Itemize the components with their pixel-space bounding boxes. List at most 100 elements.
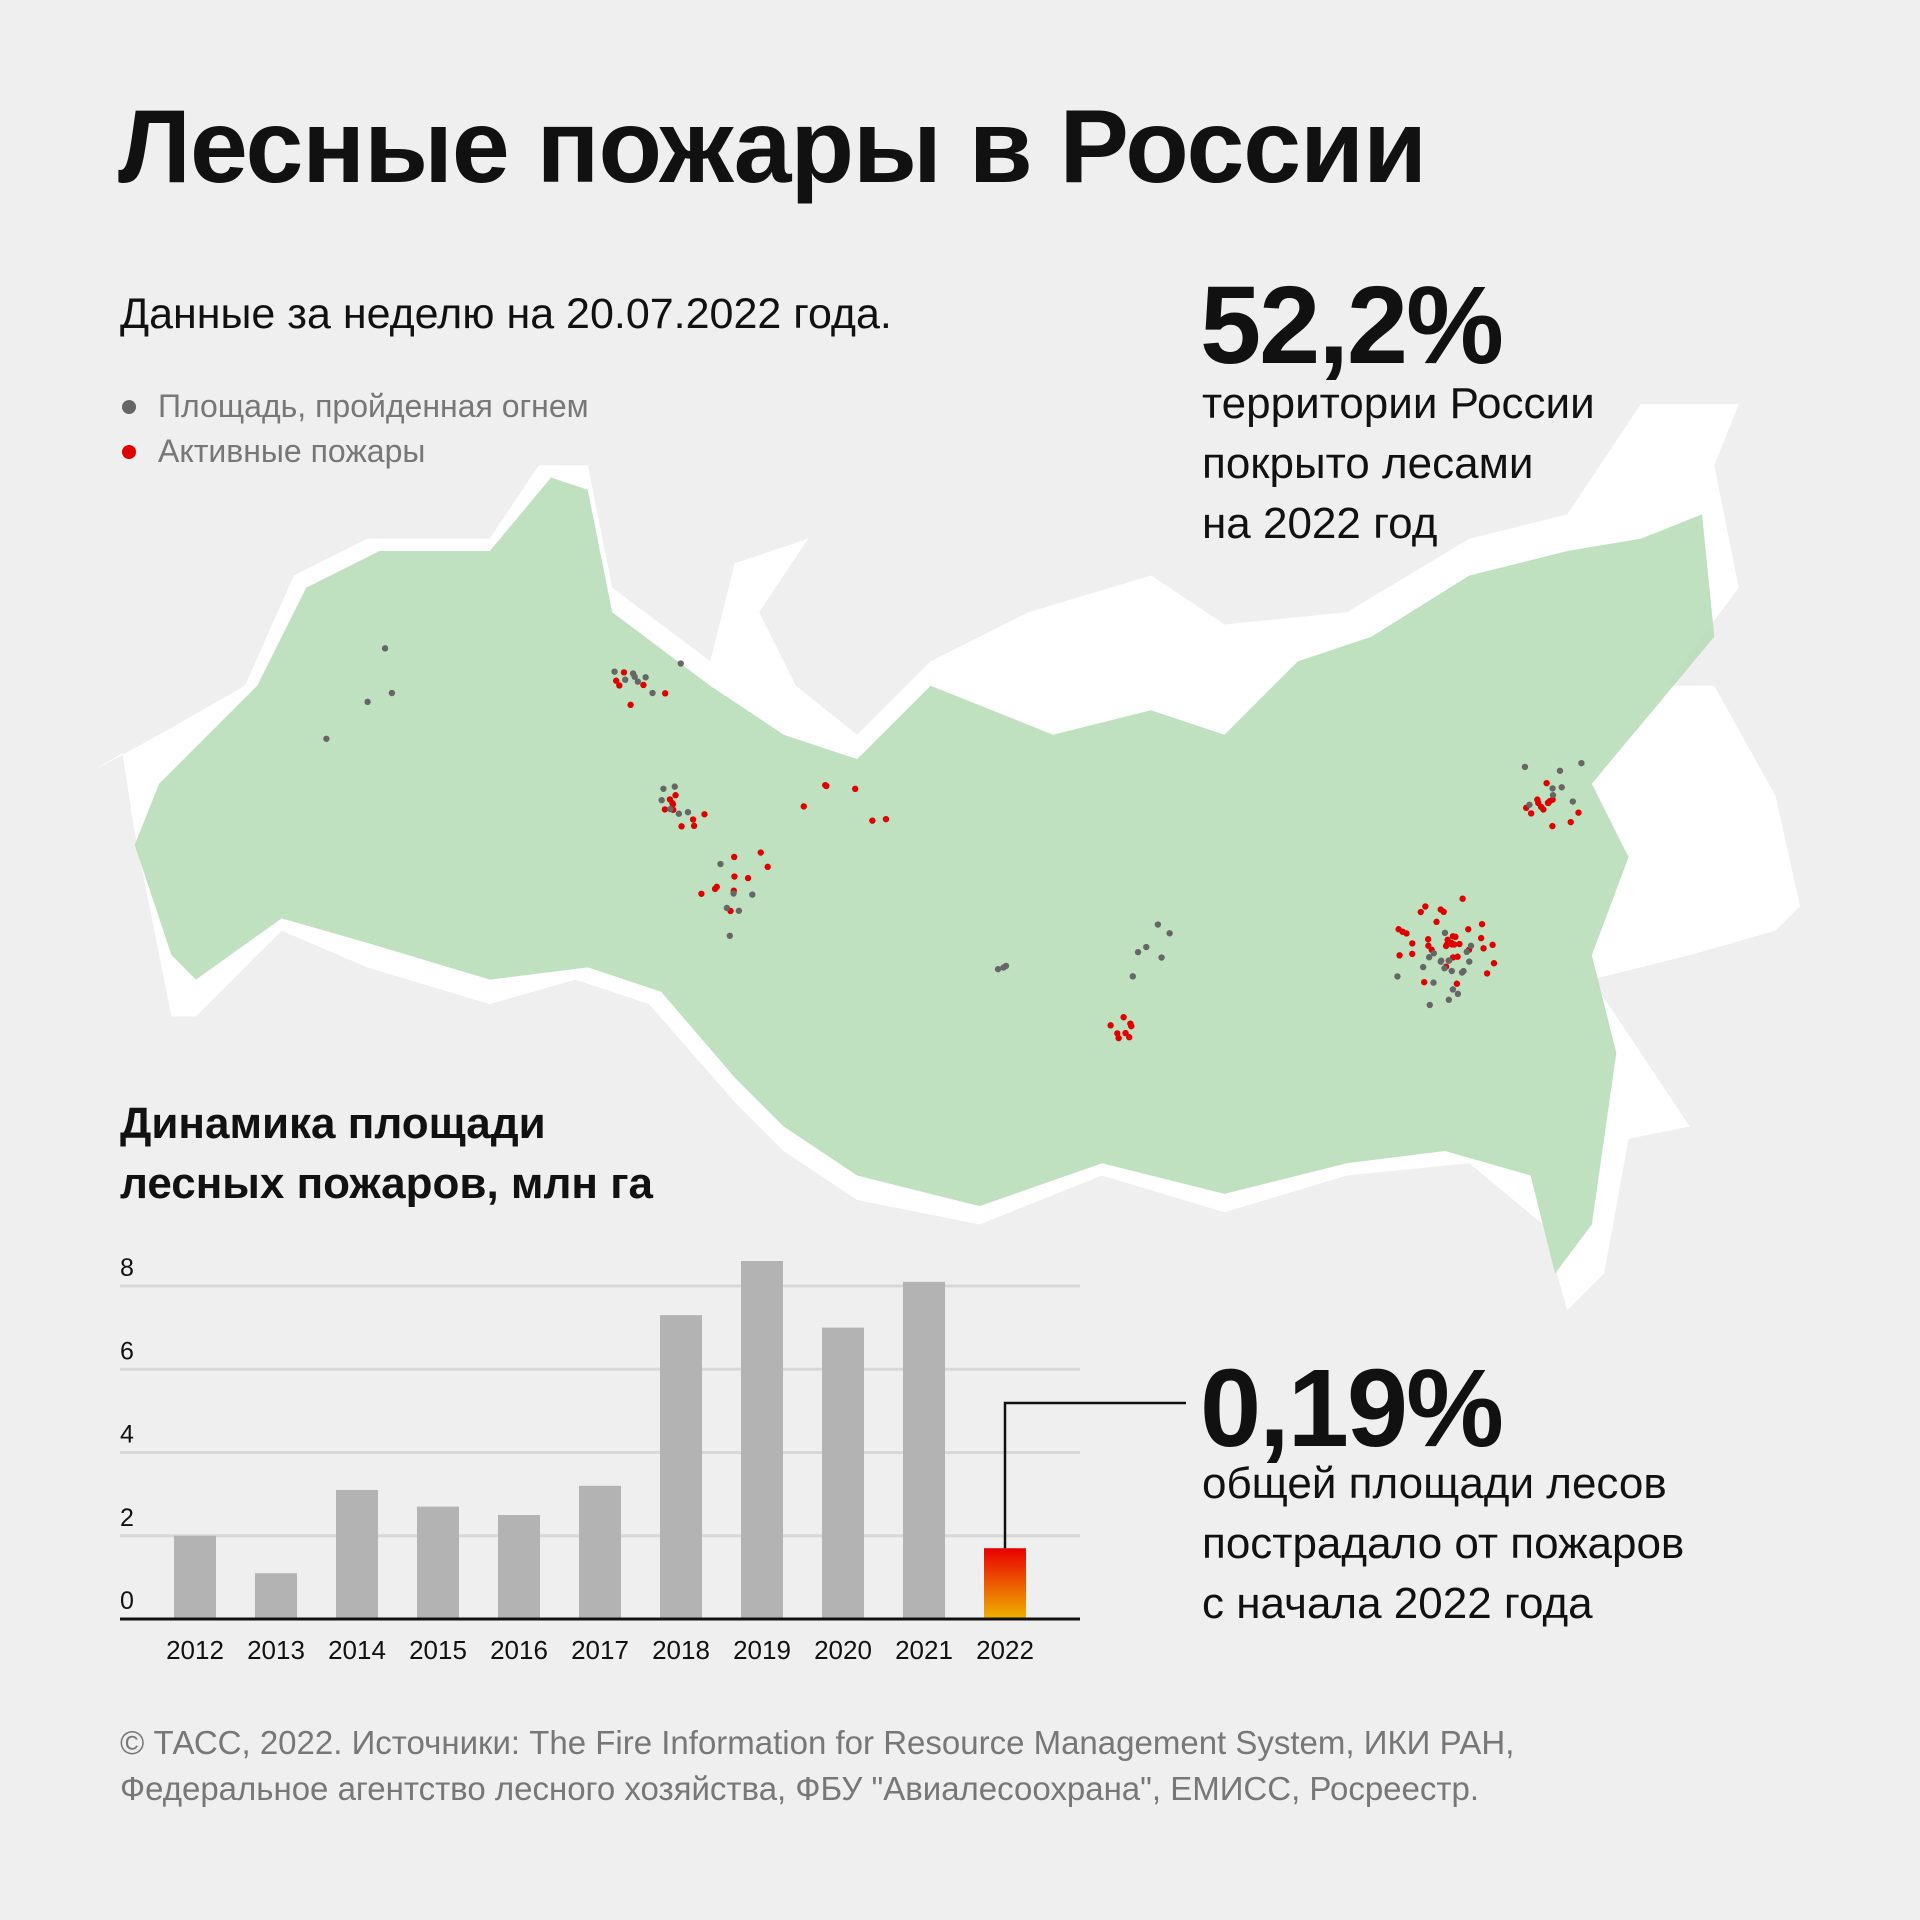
active-fire-dot bbox=[764, 863, 771, 871]
burned-area-dot bbox=[611, 668, 618, 675]
active-fire-dot bbox=[744, 874, 752, 882]
active-fire-dot bbox=[661, 690, 669, 697]
burned-area-dot bbox=[1556, 767, 1564, 774]
active-fire-dot bbox=[800, 803, 807, 810]
active-fire-dot bbox=[1483, 970, 1491, 977]
active-fire-dot bbox=[1409, 950, 1416, 958]
x-tick-label: 2015 bbox=[409, 1635, 467, 1665]
active-fire-dot bbox=[690, 822, 698, 830]
active-fire-dot bbox=[1128, 1022, 1135, 1030]
burned-area-dot bbox=[622, 676, 629, 683]
burned-area-dot bbox=[1438, 957, 1445, 964]
bar-2016 bbox=[498, 1514, 540, 1619]
active-fire-dot bbox=[627, 701, 634, 709]
active-fire-dot bbox=[689, 816, 697, 823]
legend-item-active: Активные пожары bbox=[122, 433, 425, 470]
x-tick-label: 2017 bbox=[571, 1635, 629, 1665]
active-fire-dot bbox=[1421, 978, 1428, 986]
forest-description: территории России покрыто лесами на 2022… bbox=[1202, 374, 1595, 554]
active-fire-dot bbox=[757, 849, 764, 856]
active-fire-dot bbox=[1449, 933, 1457, 940]
burned-area-dot bbox=[1158, 954, 1165, 961]
burned-area-dot bbox=[1445, 957, 1453, 964]
bar-2022 bbox=[984, 1548, 1026, 1619]
burned-area-dot bbox=[1394, 973, 1401, 980]
burned-area-dot bbox=[1578, 759, 1585, 767]
burned-area-dot bbox=[1166, 930, 1173, 937]
burned-area-dot bbox=[1454, 990, 1462, 998]
active-fire-dot bbox=[640, 681, 647, 689]
burned-area-dot bbox=[1549, 785, 1556, 792]
desc-line: на 2022 год bbox=[1202, 499, 1438, 548]
chart-title-line: лесных пожаров, млн га bbox=[120, 1159, 654, 1208]
active-fire-dot bbox=[1575, 809, 1582, 816]
active-fire-dot bbox=[713, 883, 720, 891]
y-tick-label: 8 bbox=[120, 1254, 134, 1282]
active-fire-dot bbox=[731, 873, 738, 880]
red-dot-icon bbox=[122, 444, 136, 459]
burned-area-dot bbox=[1449, 986, 1457, 993]
active-fire-dot bbox=[1422, 903, 1429, 910]
bar-2014 bbox=[336, 1489, 378, 1619]
active-fire-dot bbox=[616, 682, 623, 689]
burned-area-dot bbox=[671, 783, 678, 790]
legend-item-burned: Площадь, пройденная огнем bbox=[122, 388, 589, 425]
burned-area-dot bbox=[1426, 1001, 1433, 1009]
bar-2019 bbox=[741, 1261, 783, 1619]
active-fire-dot bbox=[1417, 908, 1424, 916]
active-fire-dot bbox=[1546, 797, 1553, 805]
burned-area-dot bbox=[994, 965, 1002, 973]
x-tick-label: 2019 bbox=[733, 1635, 791, 1665]
active-fire-dot bbox=[822, 781, 829, 789]
active-fire-dot bbox=[882, 815, 890, 823]
burned-area-dot bbox=[1134, 948, 1142, 956]
burned-area-dot bbox=[730, 890, 737, 897]
burned-area-dot bbox=[726, 932, 734, 939]
footer-line: Федеральное агентство лесного хозяйства,… bbox=[120, 1770, 1480, 1807]
active-fire-dot bbox=[1451, 941, 1458, 948]
burned-area-dot bbox=[364, 698, 371, 706]
bar-2021 bbox=[903, 1281, 945, 1619]
burned-area-dot bbox=[1463, 948, 1470, 956]
active-fire-dot bbox=[1480, 945, 1487, 952]
bar-2013 bbox=[255, 1573, 297, 1619]
burned-area-dot bbox=[1419, 963, 1427, 971]
burned-area-dot bbox=[1425, 954, 1433, 961]
callout-connector bbox=[1003, 1401, 1186, 1549]
active-fire-dot bbox=[669, 800, 676, 807]
burned-area-dot bbox=[1466, 958, 1473, 965]
bar-2017 bbox=[579, 1485, 621, 1619]
bar-2015 bbox=[417, 1506, 459, 1619]
x-tick-label: 2020 bbox=[814, 1635, 872, 1665]
x-tick-label: 2016 bbox=[490, 1635, 548, 1665]
desc-line: с начала 2022 года bbox=[1202, 1579, 1593, 1628]
burned-area-dot bbox=[675, 810, 683, 817]
x-tick-label: 2021 bbox=[895, 1635, 953, 1665]
bar-2018 bbox=[660, 1315, 702, 1619]
active-fire-dot bbox=[1107, 1022, 1114, 1029]
burned-area-dot bbox=[1448, 967, 1455, 975]
chart-title: Динамика площади лесных пожаров, млн га bbox=[120, 1094, 653, 1214]
active-fire-dot bbox=[661, 806, 669, 813]
active-fire-dot bbox=[1549, 822, 1556, 830]
active-fire-dot bbox=[612, 677, 620, 684]
legend-label: Активные пожары bbox=[158, 433, 426, 469]
desc-line: покрыто лесами bbox=[1202, 439, 1534, 488]
data-date-subtitle: Данные за неделю на 20.07.2022 года. bbox=[120, 290, 892, 338]
burned-area-dot bbox=[717, 860, 724, 868]
burned-area-dot bbox=[1445, 996, 1453, 1003]
burned-area-dot bbox=[634, 678, 642, 685]
active-fire-dot bbox=[1396, 952, 1403, 959]
burned-area-dot bbox=[660, 785, 667, 792]
active-fire-dot bbox=[1122, 1029, 1129, 1037]
active-fire-dot bbox=[1433, 918, 1440, 926]
burned-area-dot bbox=[649, 689, 656, 697]
fire-description: общей площади лесов пострадало от пожаро… bbox=[1202, 1454, 1684, 1634]
footer-line: © ТАСС, 2022. Источники: The Fire Inform… bbox=[120, 1724, 1515, 1761]
burned-area-dot bbox=[1441, 929, 1449, 937]
chart-title-line: Динамика площади bbox=[120, 1099, 546, 1148]
active-fire-dot bbox=[1409, 940, 1416, 947]
active-fire-dot bbox=[1478, 920, 1486, 928]
active-fire-dot bbox=[1443, 941, 1451, 948]
active-fire-dot bbox=[698, 890, 705, 897]
